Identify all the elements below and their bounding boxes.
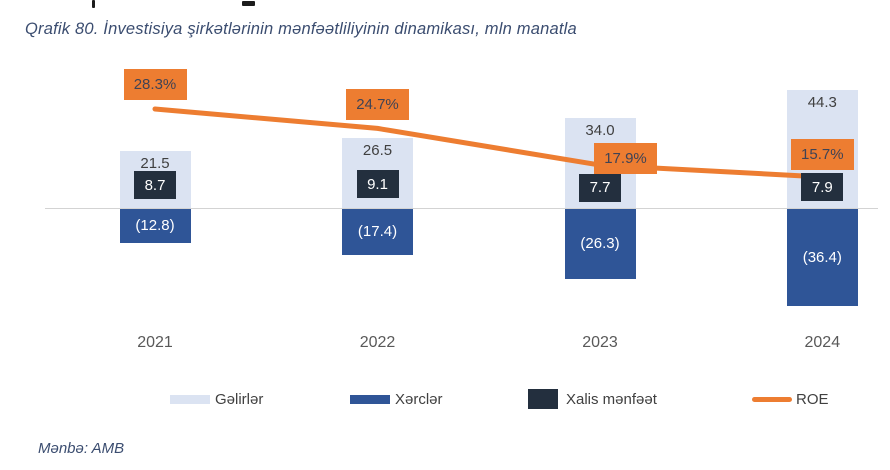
legend-label-net-profit: Xalis mənfəət (566, 390, 657, 408)
net-profit-swatch (528, 389, 558, 409)
roe-line-swatch (752, 396, 792, 402)
roe-value-label-box: 15.7% (790, 138, 854, 170)
roe-value-label-box: 17.9% (594, 142, 657, 174)
legend-label-roe: ROE (796, 390, 829, 408)
x-axis-year-label: 2024 (804, 334, 841, 351)
legend-label-revenue: Gəlirlər (215, 390, 264, 408)
expense-swatch (350, 394, 390, 404)
revenue-value-label: 34.0 (585, 121, 615, 139)
source-note: Mənbə: AMB (38, 440, 125, 457)
revenue-value-label: 26.5 (362, 141, 393, 159)
net-profit-label-box: 7.9 (801, 173, 844, 202)
legend-item-net-profit: Xalis mənfəət (528, 388, 657, 410)
clipped-text-fragment (92, 0, 95, 8)
expense-bar: (12.8) (119, 208, 191, 243)
revenue-value-label: 44.3 (807, 94, 837, 112)
legend-item-expense: Xərclər (350, 388, 443, 410)
x-axis-year-label: 2022 (359, 334, 396, 351)
expense-bar: (26.3) (564, 208, 636, 279)
legend-item-roe: ROE (752, 388, 829, 410)
legend-item-revenue: Gəlirlər (170, 388, 263, 410)
roe-value-label-box: 24.7% (346, 88, 409, 120)
expense-bar: (36.4) (786, 208, 858, 306)
net-profit-label-box: 7.7 (579, 173, 621, 202)
chart-title: Qrafik 80. İnvestisiya şirkətlərinin mən… (25, 20, 577, 38)
revenue-swatch (170, 394, 210, 404)
expense-bar: (17.4) (342, 208, 413, 255)
net-profit-label-box: 8.7 (134, 171, 176, 200)
x-axis-year-label: 2021 (137, 334, 173, 351)
revenue-value-label: 21.5 (140, 155, 170, 173)
chart-legend: Gəlirlər Xərclər Xalis mənfəət ROE (0, 388, 890, 410)
roe-value-label-box: 28.3% (123, 69, 187, 101)
legend-label-expense: Xərclər (395, 390, 443, 408)
clipped-text-fragment (242, 1, 255, 6)
x-axis-year-label: 2023 (582, 334, 618, 351)
net-profit-label-box: 9.1 (356, 170, 399, 199)
zero-axis-line (45, 208, 878, 209)
